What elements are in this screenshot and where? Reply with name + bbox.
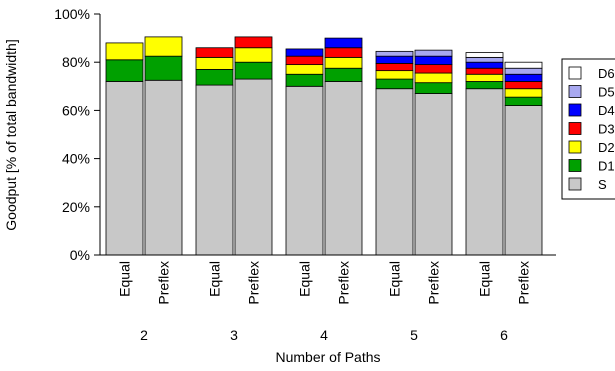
bar-segment-s	[144, 79, 183, 256]
legend-swatch-d2	[568, 140, 582, 154]
bar-segment-d1	[195, 69, 234, 86]
bars	[105, 36, 543, 256]
bar-segment-d3	[504, 81, 543, 90]
y-tick-label: 60%	[62, 102, 90, 118]
bar-label: Preflex	[156, 261, 172, 305]
bar-segment-d3	[195, 47, 234, 58]
y-tick-label: 100%	[54, 6, 90, 22]
bar-label: Equal	[297, 261, 313, 297]
bar-label: Equal	[387, 261, 403, 297]
bar-segment-d4	[465, 61, 504, 69]
y-tick-label: 0%	[70, 247, 90, 263]
bar-segment-d1	[504, 96, 543, 106]
y-tick-label: 80%	[62, 54, 90, 70]
bar-segment-d2	[105, 42, 144, 61]
y-axis-label: Goodput [% of total bandwidth]	[3, 39, 19, 230]
bar-segment-d6	[465, 52, 504, 58]
bar-segment-d4	[414, 55, 453, 66]
legend-label-d4: D4	[598, 103, 615, 118]
bar-segment-d5	[504, 67, 543, 75]
bar-segment-d5	[414, 49, 453, 57]
bar-segment-d2	[504, 88, 543, 98]
bar-segment-d6	[504, 61, 543, 69]
bar-label: Preflex	[246, 261, 262, 305]
legend-swatch-d6	[568, 66, 582, 80]
bar-label: Equal	[207, 261, 223, 297]
legend-swatch-d1	[568, 159, 582, 172]
bar-label: Equal	[477, 261, 493, 297]
legend-label-d1: D1	[598, 159, 615, 174]
bar-segment-d2	[375, 70, 414, 80]
bar-segment-d1	[285, 73, 324, 87]
bar-segment-d4	[285, 48, 324, 57]
legend-swatch-d4	[568, 103, 582, 117]
bar-segment-s	[324, 81, 363, 256]
bar-segment-d1	[324, 67, 363, 82]
axes	[99, 14, 556, 256]
bar-label: Preflex	[426, 261, 442, 305]
bar-segment-s	[375, 88, 414, 256]
legend-swatch-s	[568, 177, 582, 191]
y-tick-label: 20%	[62, 199, 90, 215]
group-label: 5	[410, 327, 418, 343]
x-tick-labels: Equal Preflex 2 Equal Preflex 3 Equal Preflex 4 E…	[117, 261, 532, 343]
bar-segment-d2	[285, 64, 324, 75]
bar-segment-d3	[375, 63, 414, 72]
legend-swatch-d5	[568, 85, 582, 98]
bar-segment-s	[504, 105, 543, 256]
bar-segment-s	[465, 88, 504, 256]
legend-label-d5: D5	[598, 85, 615, 100]
y-ticks: 0% 20% 40% 60% 80% 100%	[54, 6, 100, 263]
bar-segment-d4	[375, 55, 414, 64]
group-label: 6	[500, 327, 508, 343]
bar-segment-d3	[234, 36, 273, 49]
bar-segment-d4	[504, 73, 543, 82]
bar-segment-s	[195, 84, 234, 256]
y-tick-label: 40%	[62, 151, 90, 167]
bar-segment-d1	[375, 78, 414, 90]
bar-segment-d3	[285, 55, 324, 66]
legend-label-d3: D3	[598, 122, 615, 137]
bar-segment-d4	[324, 37, 363, 49]
x-axis-label: Number of Paths	[275, 349, 380, 365]
bar-segment-s	[234, 78, 273, 256]
bar-segment-d3	[324, 47, 363, 58]
bar-segment-d1	[144, 55, 183, 81]
bar-segment-d2	[234, 47, 273, 63]
bar-segment-d3	[414, 64, 453, 74]
bar-segment-s	[414, 93, 453, 256]
bar-segment-d1	[465, 81, 504, 90]
legend-label-d2: D2	[598, 140, 615, 155]
bar-segment-d1	[105, 59, 144, 82]
bar-label: Preflex	[516, 261, 532, 305]
bar-segment-d1	[234, 61, 273, 80]
bar-segment-d3	[465, 67, 504, 75]
bar-segment-d5	[465, 56, 504, 63]
legend-label-s: S	[598, 177, 607, 192]
legend-label-d6: D6	[598, 66, 615, 81]
legend-swatch-d3	[568, 122, 582, 135]
bar-label: Equal	[117, 261, 133, 297]
bar-segment-s	[285, 85, 324, 256]
bar-segment-d2	[195, 56, 234, 70]
legend: D6 D5 D4 D3 D2 D1 S	[561, 58, 615, 200]
group-label: 4	[320, 327, 328, 343]
bar-segment-s	[105, 81, 144, 256]
bar-segment-d2	[414, 72, 453, 84]
bar-segment-d2	[144, 36, 183, 57]
bar-segment-d5	[375, 50, 414, 57]
bar-segment-d2	[324, 56, 363, 69]
bar-segment-d1	[414, 82, 453, 94]
bar-segment-d2	[465, 73, 504, 82]
group-label: 2	[140, 327, 148, 343]
group-label: 3	[230, 327, 238, 343]
bar-label: Preflex	[336, 261, 352, 305]
